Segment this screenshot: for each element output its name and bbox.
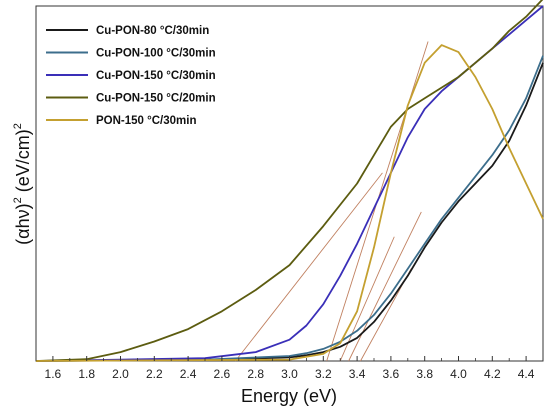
x-axis-ticks — [35, 356, 544, 361]
x-tick-label: 2.8 — [247, 367, 264, 381]
tangent-line-1 — [235, 172, 383, 362]
series-line-2 — [35, 55, 544, 362]
x-tick-label: 3.8 — [416, 367, 433, 381]
x-tick-label: 1.8 — [78, 367, 95, 381]
x-tick-label: 2.6 — [214, 367, 231, 381]
legend-label-3: Cu-PON-150 °C/30min — [96, 70, 216, 82]
x-tick-label: 4.0 — [450, 367, 467, 381]
tangent-line-3 — [339, 236, 395, 362]
x-tick-label: 3.2 — [315, 367, 332, 381]
legend-label-2: Cu-PON-100 °C/30min — [96, 48, 216, 60]
x-tick-label: 2.2 — [146, 367, 163, 381]
legend-label-5: PON-150 °C/30min — [96, 115, 196, 127]
legend-label-4: Cu-PON-150 °C/20min — [96, 93, 216, 105]
x-axis-title: Energy (eV) — [241, 386, 337, 406]
legend-label-1: Cu-PON-80 °C/30min — [96, 25, 209, 37]
y-axis-title-exp2: 2 — [12, 123, 24, 129]
x-tick-label: 3.0 — [281, 367, 298, 381]
y-axis-title-main: (αhν) — [13, 203, 33, 244]
x-axis-tick-labels: 1.6 1.8 2.0 2.2 2.4 2.6 2.8 3.0 3.2 3.4 3.6 3.8 4.0 4… — [45, 367, 535, 381]
series-line-4 — [35, 0, 544, 362]
x-tick-label: 1.6 — [45, 367, 62, 381]
series-lines — [35, 0, 544, 362]
y-axis-title-exp1: 2 — [12, 197, 24, 203]
x-tick-label: 4.4 — [518, 367, 535, 381]
legend: Cu-PON-80 °C/30min Cu-PON-100 °C/30min Cu-… — [46, 25, 216, 127]
x-tick-label: 4.2 — [484, 367, 501, 381]
x-tick-label: 3.4 — [349, 367, 366, 381]
y-axis-title: (αhν)2 (eV/cm)2 — [12, 123, 33, 245]
x-tick-label: 2.0 — [112, 367, 129, 381]
x-tick-label: 2.4 — [180, 367, 197, 381]
svg-text:(αhν)2 (eV/cm)2: (αhν)2 (eV/cm)2 — [12, 123, 33, 245]
tangent-line-4 — [348, 211, 422, 362]
y-axis-title-unit: (eV/cm) — [13, 129, 33, 197]
x-tick-label: 3.6 — [383, 367, 400, 381]
series-line-5 — [35, 44, 544, 362]
tangent-lines — [235, 41, 429, 362]
series-line-1 — [35, 62, 544, 362]
